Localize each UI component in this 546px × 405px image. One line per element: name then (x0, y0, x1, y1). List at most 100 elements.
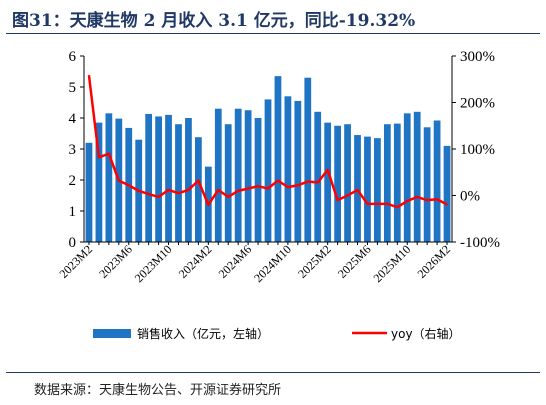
yoy-point (267, 187, 269, 190)
yoy-point (137, 190, 140, 192)
yoy-point (147, 193, 150, 195)
x-tick-label: 2023M10 (132, 242, 175, 285)
bar (334, 125, 342, 242)
figure-title: 图31：天康生物 2 月收入 3.1 亿元，同比-19.32% (12, 11, 416, 31)
axes (80, 55, 456, 245)
yoy-point (207, 204, 210, 206)
legend-bar-swatch (93, 329, 131, 338)
bar (254, 118, 262, 242)
bar (95, 122, 103, 242)
yoy-point (177, 192, 180, 194)
yoy-point (406, 200, 409, 202)
yoy-point (217, 189, 220, 191)
left-tick-label: 1 (69, 204, 77, 220)
legend-line-label: yoy（右轴） (391, 326, 461, 341)
bar (443, 145, 451, 242)
yoy-point (297, 184, 299, 187)
right-tick-label: 200% (460, 96, 495, 112)
yoy-point (98, 156, 100, 159)
bar (413, 111, 421, 242)
yoy-point (157, 196, 160, 198)
right-tick-label: 0% (460, 189, 480, 205)
bar (145, 113, 153, 242)
yoy-point (127, 184, 130, 187)
yoy-point (326, 169, 329, 171)
bar (364, 136, 371, 242)
yoy-point (187, 189, 190, 191)
bar (423, 127, 431, 242)
left-tick-label: 0 (69, 235, 77, 251)
yoy-point (426, 199, 428, 201)
bar (403, 113, 411, 242)
yoy-point (247, 187, 249, 190)
yoy-point (366, 203, 369, 205)
bar (284, 96, 292, 242)
yoy-point (376, 203, 379, 205)
bar (244, 110, 252, 242)
bar (224, 124, 232, 242)
bar (383, 124, 391, 242)
legend: 销售收入（亿元，左轴） yoy（右轴） (93, 326, 461, 341)
left-tick-label: 3 (69, 142, 77, 158)
bar (314, 111, 322, 242)
yoy-point (88, 74, 90, 77)
yoy-point (287, 186, 289, 188)
bar (304, 77, 312, 242)
bar (234, 108, 242, 242)
yoy-point (336, 199, 339, 201)
yoy-point (167, 189, 170, 191)
x-tick-label: 2025M10 (370, 242, 413, 285)
bar (433, 120, 441, 242)
bar (393, 123, 401, 242)
title-divider (6, 33, 540, 34)
bar (175, 124, 182, 242)
bar (264, 99, 272, 243)
yoy-point (446, 203, 448, 206)
yoy-point (436, 198, 438, 201)
yoy-point (197, 179, 200, 182)
bar (214, 108, 222, 242)
left-tick-label: 4 (69, 111, 77, 127)
bar-series (85, 76, 451, 243)
yoy-point (316, 181, 319, 184)
yoy-point (108, 152, 110, 155)
left-tick-label: 5 (69, 80, 77, 96)
right-tick-label: -100% (460, 235, 500, 251)
bar (155, 116, 162, 242)
bar (185, 118, 192, 242)
right-tick-label: 100% (460, 142, 495, 158)
yoy-point (118, 179, 120, 182)
bar (85, 142, 93, 242)
yoy-point (416, 196, 418, 198)
x-tick-label: 2024M10 (251, 242, 294, 285)
bar (194, 137, 202, 242)
left-tick-label: 2 (69, 173, 77, 189)
yoy-point (396, 206, 399, 208)
x-tick-label: 2024M6 (216, 242, 255, 281)
yoy-point (346, 194, 349, 197)
right-tick-label: 300% (460, 49, 495, 65)
x-tick-label: 2024M2 (176, 242, 215, 281)
yoy-point (306, 180, 309, 183)
source-note: 数据来源：天康生物公告、开源证券研究所 (34, 383, 282, 398)
x-tick-label: 2025M2 (295, 242, 334, 281)
bar (344, 124, 351, 242)
yoy-point (257, 185, 259, 187)
bar (165, 114, 172, 242)
yoy-point (386, 203, 389, 205)
bar (294, 100, 302, 242)
yoy-point (237, 190, 239, 192)
source-divider (6, 372, 540, 373)
bar (324, 122, 332, 242)
line-series (87, 74, 448, 209)
left-tick-label: 6 (69, 49, 77, 65)
yoy-point (356, 189, 359, 191)
x-tick-label: 2026M2 (414, 242, 453, 281)
yoy-point (277, 179, 279, 182)
bar (374, 138, 381, 242)
bar (354, 135, 361, 242)
x-tick-label: 2025M6 (335, 242, 374, 281)
x-tick-label: 2023M6 (96, 242, 135, 281)
bar (274, 76, 282, 243)
